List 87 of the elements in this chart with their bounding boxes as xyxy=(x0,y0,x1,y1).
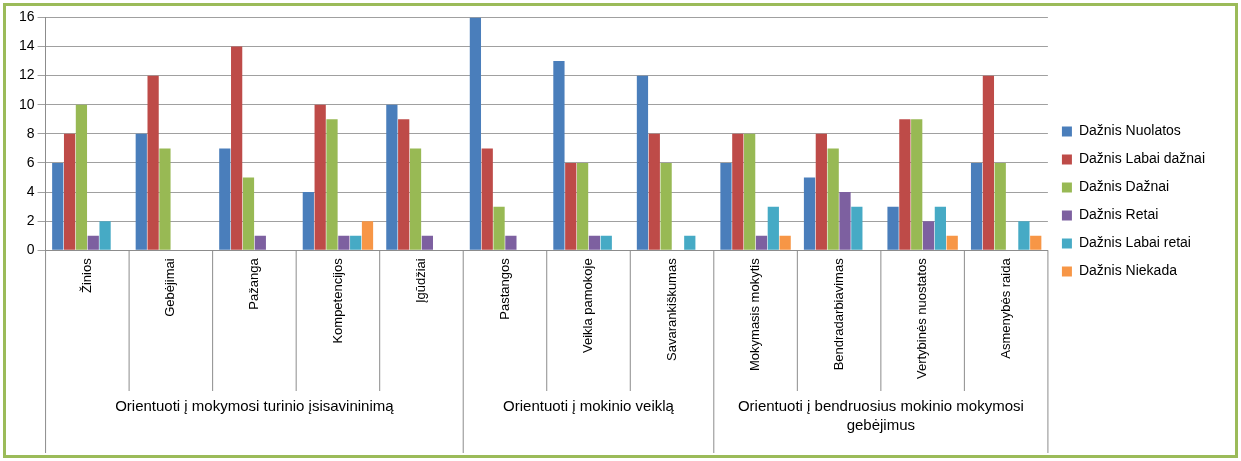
bar xyxy=(481,148,493,250)
bar xyxy=(732,133,744,250)
bar xyxy=(99,221,111,250)
legend-label: Dažnis Retai xyxy=(1078,206,1159,223)
bar xyxy=(887,206,899,250)
bar xyxy=(409,148,422,250)
bar xyxy=(147,75,159,250)
legend-label: Dažnis Labai dažnai xyxy=(1078,150,1206,167)
bar xyxy=(779,235,791,250)
bar xyxy=(767,206,779,250)
bar xyxy=(684,235,696,250)
bar xyxy=(469,17,482,250)
bar xyxy=(1018,221,1030,250)
y-tick-label: 4 xyxy=(26,182,35,199)
x-tick-label: Gebėjimai xyxy=(162,258,178,317)
x-tick-label: Bendradarbiavimas xyxy=(830,257,846,371)
bar xyxy=(1030,235,1042,250)
y-tick-label: 6 xyxy=(26,153,35,170)
bar xyxy=(636,75,649,250)
bar xyxy=(911,119,923,250)
bar xyxy=(135,133,147,250)
bar xyxy=(493,206,505,250)
y-tick-label: 10 xyxy=(18,95,35,112)
x-tick-label: Mokymasis mokytis xyxy=(747,257,763,371)
bar xyxy=(350,235,362,250)
y-tick-label: 16 xyxy=(18,8,35,25)
x-tick-label: Pastangos xyxy=(496,257,512,320)
bar xyxy=(231,46,243,250)
y-tick-label: 8 xyxy=(26,124,35,141)
bar xyxy=(386,104,398,250)
bar xyxy=(361,221,374,250)
y-tick-label: 12 xyxy=(18,66,35,83)
bar xyxy=(159,148,171,250)
bar xyxy=(565,162,577,250)
x-tick-label: Veikla pamokoje xyxy=(580,258,596,353)
bar xyxy=(326,119,338,250)
bar xyxy=(87,235,99,250)
bar xyxy=(899,119,911,250)
x-tick-label: Įgūdžiai xyxy=(413,258,429,304)
bar xyxy=(648,133,660,250)
bar xyxy=(338,235,350,250)
text: Orientuoti į mokymosi turinio įsisavininimą xyxy=(115,396,395,414)
bar xyxy=(827,148,839,250)
bar xyxy=(744,133,756,250)
bar xyxy=(398,119,410,250)
text: Orientuoti į mokinio veiklą xyxy=(503,396,675,414)
legend-label: Dažnis Niekada xyxy=(1078,262,1178,279)
bar xyxy=(302,192,314,250)
bar xyxy=(970,162,983,250)
x-tick-label: Žinios xyxy=(78,257,94,293)
y-tick-label: 2 xyxy=(26,212,35,229)
bar xyxy=(75,104,88,250)
bar xyxy=(600,235,612,250)
legend-label: Dažnis Nuolatos xyxy=(1078,122,1181,139)
bar xyxy=(755,235,768,250)
legend-label: Dažnis Dažnai xyxy=(1078,178,1170,195)
text: Orientuoti į bendruosius mokinio mokymosi gebėjimus xyxy=(737,396,1024,433)
bar xyxy=(815,133,827,250)
x-tick-label: Vertybinės nuostatos xyxy=(914,257,930,380)
bar xyxy=(505,235,517,250)
bar xyxy=(242,177,255,250)
y-tick-label: 0 xyxy=(26,241,35,258)
bar xyxy=(851,206,863,250)
bar xyxy=(553,61,565,250)
bar xyxy=(946,235,958,250)
x-tick-label: Asmenybės raida xyxy=(997,257,1013,359)
x-tick-label: Savarankiškumas xyxy=(663,257,679,361)
bar xyxy=(254,235,266,250)
legend-label: Dažnis Labai retai xyxy=(1078,234,1191,251)
bar xyxy=(314,104,326,250)
x-tick-label: Pažanga xyxy=(245,257,261,310)
bar xyxy=(934,206,946,250)
bar xyxy=(982,75,995,250)
bar xyxy=(219,148,231,250)
bar xyxy=(576,162,589,250)
y-tick-label: 14 xyxy=(18,37,35,54)
x-tick-label: Kompetencijos xyxy=(329,257,345,344)
bar xyxy=(994,162,1006,250)
bar xyxy=(660,162,672,250)
bar xyxy=(839,192,851,250)
bar xyxy=(52,162,64,250)
bar xyxy=(803,177,816,250)
bar xyxy=(588,235,601,250)
bar xyxy=(63,133,76,250)
bar xyxy=(922,221,935,250)
bar xyxy=(720,162,732,250)
bar xyxy=(421,235,433,250)
